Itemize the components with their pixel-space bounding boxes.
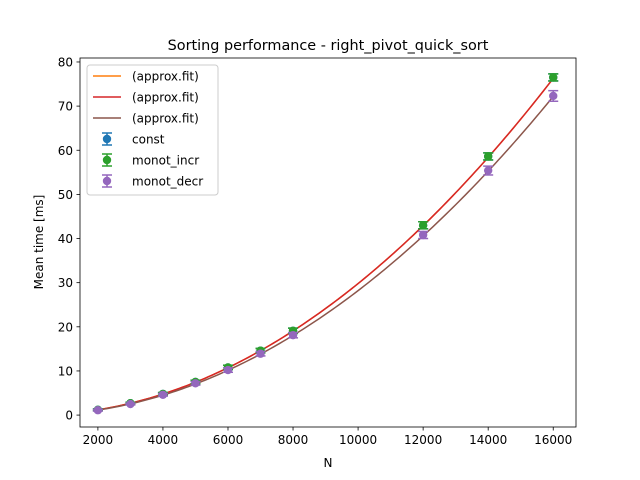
data-point xyxy=(483,152,493,161)
data-point xyxy=(126,399,135,409)
data-point xyxy=(223,365,233,375)
x-tick-label: 12000 xyxy=(404,433,442,447)
legend-label: (approx.fit) xyxy=(132,112,199,126)
axes-frame xyxy=(79,57,577,428)
y-tick-label: 30 xyxy=(58,276,73,290)
data-point xyxy=(418,230,428,240)
y-axis-label: Mean time [ms] xyxy=(32,195,46,290)
plot-area: 2000 4000 6000 8000 10000 12000 14000 16000 0 10 2… xyxy=(58,55,577,447)
series-monot_decr xyxy=(92,89,559,415)
x-tick-label: 14000 xyxy=(469,433,507,447)
legend-label: const xyxy=(132,133,165,147)
legend-marker-swatch xyxy=(102,155,112,165)
y-tick-label: 50 xyxy=(58,188,73,202)
y-tick-label: 60 xyxy=(58,144,73,158)
y-tick-label: 40 xyxy=(58,232,73,246)
data-point xyxy=(191,379,200,388)
data-point xyxy=(549,73,558,82)
y-tick-label: 0 xyxy=(65,409,73,423)
x-tick-label: 4000 xyxy=(148,433,179,447)
x-tick-label: 10000 xyxy=(339,433,377,447)
y-tick-label: 20 xyxy=(58,320,73,334)
y-tick-label: 80 xyxy=(58,55,73,69)
x-axis-label: N xyxy=(324,456,333,470)
legend-marker-swatch xyxy=(102,176,112,186)
fit-line-3 xyxy=(97,95,554,411)
chart-title: Sorting performance - right_pivot_quick_… xyxy=(168,38,489,54)
data-point xyxy=(256,349,265,358)
y-tick-label: 10 xyxy=(58,364,73,378)
y-tick-label: 70 xyxy=(58,100,73,114)
legend-label: monot_decr xyxy=(132,175,203,189)
data-point xyxy=(158,390,168,399)
x-tick-label: 8000 xyxy=(278,433,309,447)
data-point xyxy=(549,91,558,101)
legend-label: (approx.fit) xyxy=(132,70,199,84)
x-tick-label: 2000 xyxy=(83,433,114,447)
data-point xyxy=(483,166,493,175)
data-point xyxy=(93,406,103,415)
legend: (approx.fit) (approx.fit) (approx.fit) co… xyxy=(86,64,219,196)
data-point xyxy=(288,330,298,340)
data-point xyxy=(418,221,428,230)
legend-label: (approx.fit) xyxy=(132,91,199,105)
x-tick-label: 6000 xyxy=(213,433,244,447)
legend-marker-swatch xyxy=(102,134,112,144)
legend-label: monot_incr xyxy=(132,154,199,168)
fit-line-2 xyxy=(97,77,554,411)
x-tick-label: 16000 xyxy=(534,433,572,447)
